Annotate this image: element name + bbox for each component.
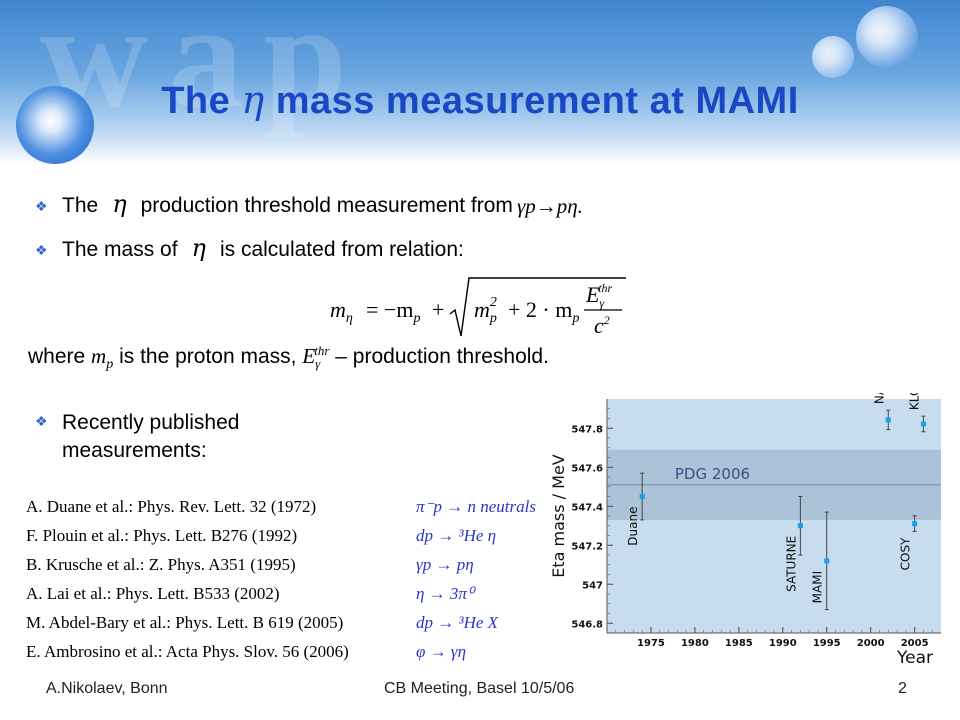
- bullet-text-pre: The: [62, 194, 99, 217]
- reference-row: M. Abdel-Bary et al.: Phys. Lett. B 619 …: [26, 613, 566, 642]
- formula-explanation: where mp is the proton mass, Eγthr – pro…: [28, 343, 549, 373]
- formula-e-threshold: Eγthr: [585, 281, 613, 310]
- recent-text: Recently published measurements:: [62, 409, 239, 465]
- where-text-1: where: [28, 345, 86, 368]
- bullet-recent-measurements: ❖ Recently published measurements:: [35, 409, 239, 465]
- y-tick-label: 546.8: [571, 619, 603, 630]
- reference-list: A. Duane et al.: Phys. Rev. Lett. 32 (19…: [26, 497, 566, 671]
- pdg-label: PDG 2006: [675, 465, 750, 483]
- y-tick-label: 547: [582, 580, 603, 591]
- eta-symbol: η: [112, 190, 127, 218]
- reference-reaction: η → 3π⁰: [416, 584, 474, 603]
- eta-mass-chart: PDG 2006 546.8 547 547.2 547.4 547.6 547.8 1975…: [549, 393, 941, 667]
- formula-two-mp: + 2 · mp: [508, 297, 579, 326]
- bullet-text-post: production threshold measurement from: [140, 194, 513, 217]
- where-text-3: – production threshold.: [335, 345, 549, 368]
- reference-row: E. Ambrosino et al.: Acta Phys. Slov. 56…: [26, 642, 566, 671]
- sqrt-sign: [449, 277, 626, 337]
- formula-minus-mp: = −mp: [366, 297, 420, 326]
- formula-c-squared: c2: [594, 313, 610, 338]
- reference-citation: M. Abdel-Bary et al.: Phys. Lett. B 619 …: [26, 613, 344, 632]
- reference-row: A. Duane et al.: Phys. Rev. Lett. 32 (19…: [26, 497, 566, 526]
- proton-mass-symbol: mp: [91, 344, 114, 373]
- threshold-energy-symbol: Eγthr: [302, 343, 330, 372]
- header-band: wap: [0, 0, 960, 165]
- eta-symbol: η: [191, 234, 206, 262]
- x-tick-label: 1995: [813, 638, 841, 649]
- reference-reaction: φ → γη: [416, 642, 467, 661]
- title-eta-symbol: η: [241, 78, 265, 122]
- reference-reaction: dp → ³He η: [416, 526, 497, 545]
- where-text-2: is the proton mass,: [119, 345, 297, 368]
- reference-citation: E. Ambrosino et al.: Acta Phys. Slov. 56…: [26, 642, 349, 661]
- data-point: [920, 421, 926, 427]
- reaction-gamma-p: γp→pη.: [516, 194, 583, 218]
- bullet-mass-relation: ❖ The mass of η is calculated from relat…: [35, 234, 464, 262]
- eta-mass-formula: mη = −mp + mp2 + 2 · mp Eγthr c2: [330, 277, 626, 338]
- title-suffix: mass measurement at MAMI: [275, 80, 799, 122]
- x-tick-label: 1990: [769, 638, 797, 649]
- bullet-threshold: ❖ The η production threshold measurement…: [35, 190, 583, 219]
- data-point: [912, 521, 918, 527]
- reference-citation: F. Plouin et al.: Phys. Lett. B276 (1992…: [26, 526, 298, 545]
- y-tick-label: 547.6: [571, 463, 603, 474]
- bubble-decoration-right-small: [812, 36, 854, 78]
- diamond-bullet-icon: ❖: [35, 198, 48, 214]
- y-tick-label: 547.8: [571, 424, 603, 435]
- reference-row: B. Krusche et al.: Z. Phys. A351 (1995) γ…: [26, 555, 566, 584]
- x-tick-label: 1980: [681, 638, 709, 649]
- data-point: [824, 558, 830, 564]
- x-tick-label: 2005: [901, 638, 929, 649]
- reference-row: A. Lai et al.: Phys. Lett. B533 (2002) η …: [26, 584, 566, 613]
- bullet-text-post: is calculated from relation:: [219, 238, 464, 261]
- data-point: [797, 523, 803, 529]
- point-label: NA48: [872, 393, 886, 404]
- x-tick-label: 2000: [857, 638, 885, 649]
- reference-citation: A. Duane et al.: Phys. Rev. Lett. 32 (19…: [26, 497, 317, 516]
- recent-line-2: measurements:: [62, 439, 207, 462]
- y-axis-title: Eta mass / MeV: [549, 454, 568, 578]
- x-tick-label: 1985: [725, 638, 753, 649]
- x-tick-label: 1975: [637, 638, 665, 649]
- title-prefix: The: [161, 80, 231, 122]
- y-tick-label: 547.4: [571, 502, 603, 513]
- footer-page-number: 2: [898, 680, 907, 697]
- footer-meeting: CB Meeting, Basel 10/5/06: [384, 680, 575, 697]
- footer-author: A.Nikolaev, Bonn: [46, 680, 168, 697]
- point-label: SATURNE: [784, 536, 798, 592]
- point-label: KLOE: [907, 393, 921, 410]
- slide-title: The η mass measurement at MAMI: [0, 78, 960, 123]
- point-label: COSY: [899, 537, 913, 570]
- formula-m-eta: mη: [330, 297, 353, 326]
- bubble-decoration-left: [16, 86, 94, 164]
- bullet-text-pre: The mass of: [62, 238, 178, 261]
- formula-plus: +: [432, 297, 444, 322]
- diamond-bullet-icon: ❖: [35, 242, 48, 258]
- reference-reaction: γp → pη: [416, 555, 474, 574]
- y-tick-label: 547.2: [571, 541, 603, 552]
- diamond-bullet-icon: ❖: [35, 413, 48, 429]
- formula-mp-squared: mp2: [474, 295, 497, 326]
- point-label: MAMI: [811, 571, 825, 603]
- reference-reaction: dp → ³He X: [416, 613, 499, 632]
- x-axis-title: Year: [896, 648, 933, 667]
- data-point: [885, 417, 891, 423]
- bubble-decoration-right-large: [856, 6, 918, 68]
- data-point: [639, 494, 645, 499]
- point-label: Duane: [626, 507, 640, 546]
- recent-line-1: Recently published: [62, 411, 240, 434]
- reference-citation: A. Lai et al.: Phys. Lett. B533 (2002): [26, 584, 280, 603]
- reference-row: F. Plouin et al.: Phys. Lett. B276 (1992…: [26, 526, 566, 555]
- reference-reaction: π⁻p → n neutrals: [416, 497, 536, 516]
- reference-citation: B. Krusche et al.: Z. Phys. A351 (1995): [26, 555, 296, 574]
